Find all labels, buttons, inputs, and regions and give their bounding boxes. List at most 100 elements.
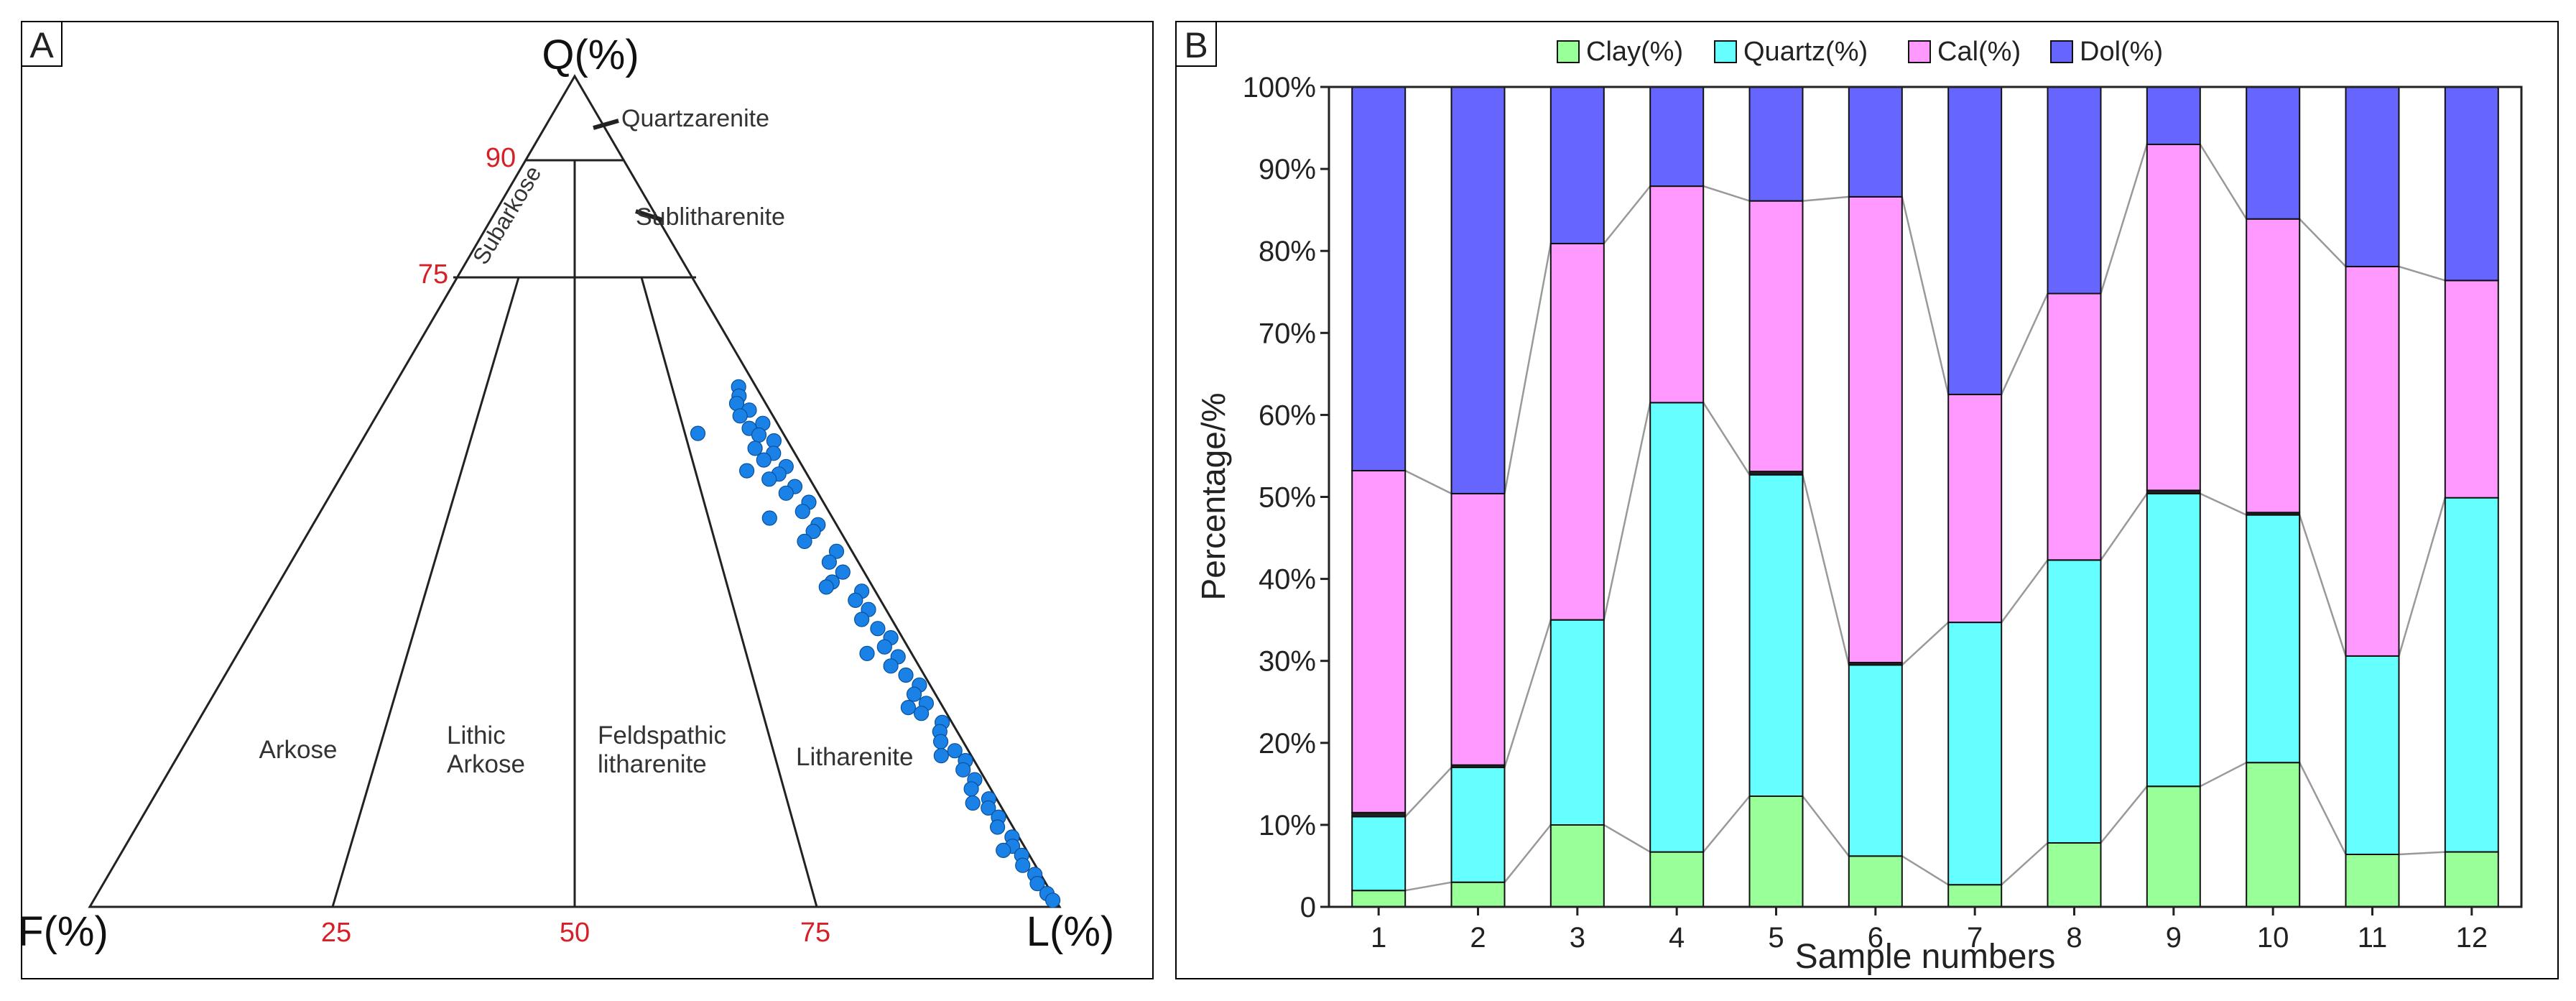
f-l-75-line: [640, 277, 818, 908]
bar-segment: [2444, 851, 2499, 908]
panel-b-frame: [1175, 21, 2559, 979]
ternary-point: [732, 408, 748, 424]
ternary-point: [690, 425, 706, 441]
legend-label: Quartz(%): [1743, 37, 1868, 67]
legend-swatch: [1557, 40, 1580, 63]
bar-segment: [1351, 86, 1407, 471]
bar-segment: [1848, 86, 1903, 198]
panel-a-ternary: A Q(%) F(%) L(%) 90 75 25 50 75 Quartzar…: [18, 21, 1154, 979]
ternary-point: [828, 543, 845, 559]
bar-segment: [2345, 86, 2400, 267]
legend-label: Cal(%): [1937, 37, 2021, 67]
bar-segment: [1649, 851, 1705, 908]
series-connector: [2100, 493, 2148, 561]
field-lithic-arkose-line1: Lithic: [447, 721, 506, 749]
x-tick-label: 7: [1967, 922, 1983, 954]
bar-segment: [1947, 393, 2003, 624]
base-tick-50: 50: [560, 918, 590, 948]
ternary-point: [853, 612, 870, 627]
f-apex-label: F(%): [18, 908, 108, 955]
bar-segment: [1748, 200, 1804, 473]
field-quartzarenite: Quartzarenite: [621, 105, 769, 132]
x-axis-ticks: 1 2 3 4 5 6 7 8 9 10 11 12: [1371, 907, 2488, 954]
field-litharenite: Litharenite: [796, 743, 913, 771]
bar-segment: [2047, 86, 2102, 295]
quartzarenite-tick: [593, 119, 619, 130]
series-connector: [2001, 842, 2049, 886]
bar-segment: [1947, 884, 2003, 908]
bar-segment: [1549, 824, 1605, 908]
q-apex-label: Q(%): [542, 32, 639, 78]
ternary-point: [761, 471, 777, 487]
legend-swatch: [1714, 40, 1737, 63]
ternary-point: [933, 747, 949, 764]
legend-label: Dol(%): [2080, 37, 2163, 67]
panel-b-label-box: [1175, 21, 1217, 67]
series-connector: [2399, 265, 2446, 282]
panel-a-frame: [21, 21, 1154, 979]
legend: Clay(%) Quartz(%) Cal(%) Dol(%): [1557, 37, 2163, 67]
x-tick-label: 4: [1669, 922, 1685, 954]
legend-swatch: [2050, 40, 2073, 63]
ternary-point: [848, 592, 863, 609]
series-connector: [1802, 474, 1850, 665]
field-sublitharenite: Sublitharenite: [636, 203, 785, 231]
y-tick-label: 90%: [1259, 154, 1316, 185]
x-axis-title: Sample numbers: [1795, 938, 2056, 976]
y-tick-label: 70%: [1259, 318, 1316, 349]
field-subarkose: Subarkose: [468, 161, 547, 269]
q-tick-90: 90: [486, 143, 516, 173]
series-connector: [1901, 855, 1949, 886]
ternary-point: [821, 554, 838, 570]
series-connector: [1404, 469, 1453, 495]
bar-segment: [2047, 559, 2102, 844]
y-tick-label: 0: [1300, 892, 1316, 923]
series-connector: [1702, 795, 1751, 853]
ternary-point: [906, 686, 922, 702]
series-connectors: [1404, 144, 2446, 892]
ternary-point: [955, 762, 971, 778]
base-tick-75: 75: [800, 918, 830, 948]
series-connector: [1702, 185, 1750, 202]
field-feldspathic-line1: Feldspathic: [598, 721, 726, 749]
series-connector: [1603, 185, 1651, 244]
ternary-point: [898, 667, 914, 683]
series-connector: [2100, 144, 2148, 294]
series-connector: [1504, 824, 1552, 883]
x-tick-label: 6: [1868, 922, 1884, 954]
series-connector: [2200, 492, 2247, 516]
panel-b-stacked-bar: B Clay(%) Quartz(%) Cal(%) Dol(%) 010%20%30…: [1175, 21, 2559, 979]
y-tick-label: 10%: [1259, 810, 1316, 841]
sublitharenite-tick: [635, 209, 663, 222]
ternary-point: [989, 819, 1006, 835]
series-connector: [1901, 622, 1950, 666]
bar-segment: [1351, 890, 1407, 908]
series-connector: [1603, 824, 1651, 853]
ternary-point: [876, 639, 892, 655]
bar-segment: [1748, 86, 1804, 202]
x-tick-label: 9: [2166, 922, 2182, 954]
ternary-point: [996, 842, 1011, 859]
series-connector: [2398, 497, 2446, 657]
bar-segment: [1748, 474, 1804, 797]
bar-segment: [2047, 842, 2102, 908]
field-arkose: Arkose: [259, 736, 338, 764]
ternary-point: [747, 440, 763, 456]
ternary-points: [690, 379, 1061, 908]
ternary-point: [883, 658, 899, 674]
bar-segment: [1848, 855, 1903, 908]
bar-segment: [2146, 86, 2201, 145]
x-tick-label: 11: [2358, 922, 2388, 954]
ternary-point: [778, 485, 794, 501]
series-connector: [1802, 795, 1850, 857]
bar-segment: [2146, 785, 2201, 908]
ternary-point: [1044, 892, 1061, 908]
y-tick-label: 30%: [1259, 646, 1316, 678]
bars: [1351, 86, 2499, 908]
bar-segment: [1450, 767, 1506, 883]
x-tick-label: 10: [2257, 922, 2289, 954]
y-axis-ticks: 0 10% 20% 30% 40% 50% 60% 70% 80% 90% 100%: [1243, 72, 1329, 923]
series-connector: [2299, 218, 2347, 267]
y-tick-label: 100%: [1243, 72, 1316, 103]
